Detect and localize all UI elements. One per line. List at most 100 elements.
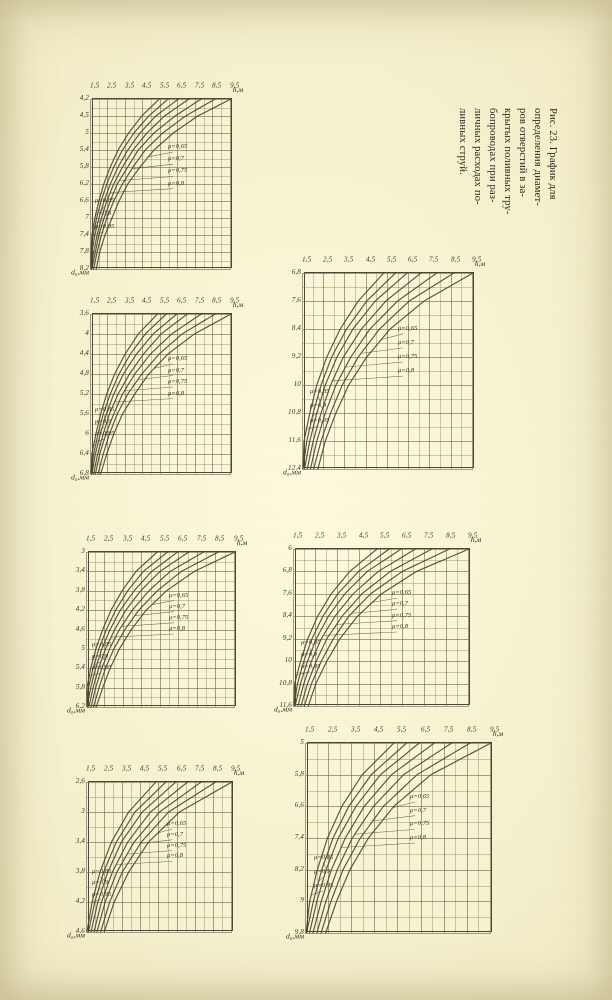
chart-4-label-mu-0-65: μ=0,65 — [167, 820, 187, 827]
chart-4-plot-area: μ=0,65 μ=0,7 μ=0,75 μ=0,8 μ=0,85 μ=0,9 μ=0,95 — [86, 781, 233, 933]
chart-7-curve-mu-0-75 — [316, 742, 453, 934]
chart-7: μ=0,65 μ=0,7 μ=0,75 μ=0,8 μ=0,85 μ=0,9 μ=0,95 9… — [286, 726, 503, 941]
chart-7-curve-mu-0-95 — [305, 742, 395, 934]
chart-1-leader-mu-0-75 — [119, 176, 174, 181]
chart-3-curve-mu-0-9 — [86, 551, 169, 708]
chart-4: μ=0,65 μ=0,7 μ=0,75 μ=0,8 μ=0,85 μ=0,9 μ=0,95 9… — [67, 765, 244, 940]
chart-3-label-mu-0-7: μ=0,7 — [168, 602, 185, 610]
chart-3-leader-mu-0-95 — [89, 673, 101, 677]
chart-3-xtick-0: 3 — [81, 547, 85, 555]
chart-2-ytick-4: 5,5 — [160, 296, 170, 305]
chart-4-xtick-2: 3,4 — [75, 837, 85, 845]
chart-1-curve-mu-0-8 — [90, 98, 190, 270]
chart-3-leader-mu-0-7 — [134, 611, 174, 616]
chart-4-curve-mu-0-9 — [87, 781, 167, 933]
chart-5-leader-mu-0-95 — [306, 425, 319, 431]
chart-7-y-axis-title: h,м — [492, 729, 504, 739]
chart-4-label-mu-0-95: μ=0,95 — [91, 890, 111, 898]
chart-7-ytick-8: 1,5 — [305, 725, 315, 734]
chart-3-curve-mu-0-85 — [86, 551, 179, 708]
chart-5-x-axis-title: d₀,мм — [282, 467, 301, 477]
chart-2-ytick-1: 8,5 — [212, 296, 222, 305]
chart-1-xtick-6: 6,6 — [79, 196, 89, 204]
chart-7-xtick-2: 6,6 — [294, 801, 304, 810]
chart-6-xtick-3: 8,4 — [282, 611, 292, 620]
chart-1-leader-mu-0-65 — [148, 151, 174, 158]
chart-2-leader-mu-0-85 — [103, 415, 105, 420]
chart-3-curve-mu-0-75 — [90, 551, 205, 708]
chart-1-ytick-4: 5,5 — [160, 81, 170, 90]
chart-1-label-mu-0-95: μ=0,95 — [95, 222, 115, 230]
caption-line-7: ливных струй. — [456, 108, 468, 175]
chart-1-curve-mu-0-95 — [90, 98, 160, 270]
chart-3-ytick-2: 7,5 — [197, 534, 207, 543]
chart-3-xtick-2: 3,8 — [75, 585, 85, 594]
chart-1-curve-mu-0-75 — [91, 98, 202, 270]
chart-4-label-mu-0-75: μ=0,75 — [167, 841, 187, 849]
chart-5-curve-mu-0-85 — [303, 272, 408, 470]
chart-5-plot-area: μ=0,65 μ=0,7 μ=0,75 μ=0,8 μ=0,85 μ=0,9 μ=0,95 — [302, 272, 474, 470]
chart-2-label-mu-0-85: μ=0,85 — [95, 406, 115, 414]
chart-7-ytick-3: 6,5 — [420, 725, 430, 734]
chart-6: μ=0,65 μ=0,7 μ=0,75 μ=0,8 μ=0,85 μ=0,9 μ=0,95 9… — [274, 532, 481, 714]
chart-4-xtick-4: 4,2 — [75, 897, 85, 905]
chart-4-curve-mu-0-65 — [103, 781, 233, 933]
chart-5-ytick-6: 3,5 — [344, 255, 354, 264]
chart-5-curve-mu-0-7 — [313, 272, 455, 470]
chart-1-curve-mu-0-65 — [95, 98, 232, 270]
chart-7-leader-mu-0-95 — [311, 891, 323, 896]
chart-3-curve-mu-0-8 — [88, 551, 190, 708]
chart-7-leader-mu-0-9 — [318, 876, 324, 882]
chart-5: μ=0,65 μ=0,7 μ=0,75 μ=0,8 μ=0,85 μ=0,9 μ=0,95 9… — [283, 256, 485, 477]
chart-3-label-mu-0-65: μ=0,65 — [168, 591, 189, 599]
chart-3-xtick-6: 5,4 — [75, 663, 85, 672]
chart-1-xtick-2: 5 — [85, 128, 89, 136]
chart-1-xtick-3: 5,4 — [79, 145, 89, 153]
chart-6-y-axis-title: h,м — [470, 535, 482, 545]
chart-3-ytick-7: 2,5 — [104, 534, 114, 543]
chart-1-xtick-0: 4,2 — [79, 94, 89, 102]
chart-2-xtick-6: 6 — [85, 429, 89, 437]
chart-6-xtick-4: 9,2 — [282, 633, 292, 642]
chart-7-ytick-6: 3,5 — [351, 725, 361, 734]
chart-5-leader-mu-0-65 — [381, 333, 404, 340]
chart-6-curve-mu-0-7 — [303, 548, 450, 707]
chart-2-ytick-2: 7,5 — [195, 296, 205, 305]
chart-1-plot-area: μ=0,65 μ=0,7 μ=0,75 μ=0,8 μ=0,85 μ=0,9 μ=0,95 — [90, 98, 232, 270]
chart-7-label-mu-0-95: μ=0,95 — [313, 882, 334, 890]
chart-2: μ=0,65 μ=0,7 μ=0,75 μ=0,8 μ=0,85 μ=0,9 μ=0,95 9… — [71, 297, 243, 482]
chart-2-x-axis-title: d₀,мм — [70, 472, 89, 482]
chart-3-xtick-5: 5 — [81, 643, 85, 652]
chart-4-leader-mu-0-75 — [127, 850, 173, 855]
chart-4-ytick-7: 2,5 — [104, 764, 114, 773]
chart-1-ytick-6: 3,5 — [125, 81, 135, 90]
chart-6-curve-mu-0-85 — [294, 548, 402, 707]
chart-2-label-mu-0-7: μ=0,7 — [168, 366, 185, 374]
chart-5-label-mu-0-95: μ=0,95 — [309, 416, 329, 424]
chart-3-curve-mu-0-65 — [95, 551, 236, 708]
chart-5-xtick-0: 6,8 — [291, 268, 301, 276]
chart-1-ytick-8: 1,5 — [90, 81, 100, 90]
chart-7-curve-mu-0-8 — [312, 742, 435, 934]
chart-7-label-mu-0-9: μ=0,9 — [313, 868, 330, 876]
chart-2-label-mu-0-8: μ=0,8 — [168, 389, 185, 397]
chart-7-leader-mu-0-7 — [372, 815, 416, 822]
chart-7-ytick-7: 2,5 — [328, 725, 338, 734]
chart-7-ytick-1: 8,5 — [466, 725, 477, 734]
chart-4-label-mu-0-85: μ=0,85 — [91, 868, 111, 875]
chart-3-label-mu-0-8: μ=0,8 — [168, 624, 185, 632]
chart-3-curves — [86, 551, 236, 708]
chart-1-ytick-1: 8,5 — [212, 81, 222, 90]
chart-3-ytick-6: 3,5 — [123, 534, 133, 543]
chart-4-label-mu-0-7: μ=0,7 — [167, 830, 184, 838]
caption-line-2: определения диамет- — [531, 108, 543, 206]
chart-7-label-mu-0-7: μ=0,7 — [410, 806, 427, 814]
caption-line-1: Рис. 23. График для — [547, 108, 558, 200]
chart-3-xtick-1: 3,4 — [75, 566, 85, 575]
chart-5-ytick-2: 7,5 — [429, 255, 439, 264]
chart-3-leader-mu-0-65 — [151, 600, 174, 605]
chart-4-curve-mu-0-7 — [100, 781, 217, 933]
chart-3-ytick-8: 1,5 — [86, 534, 96, 543]
chart-1-leader-mu-0-8 — [110, 188, 174, 193]
chart-7-curve-mu-0-9 — [305, 742, 408, 934]
